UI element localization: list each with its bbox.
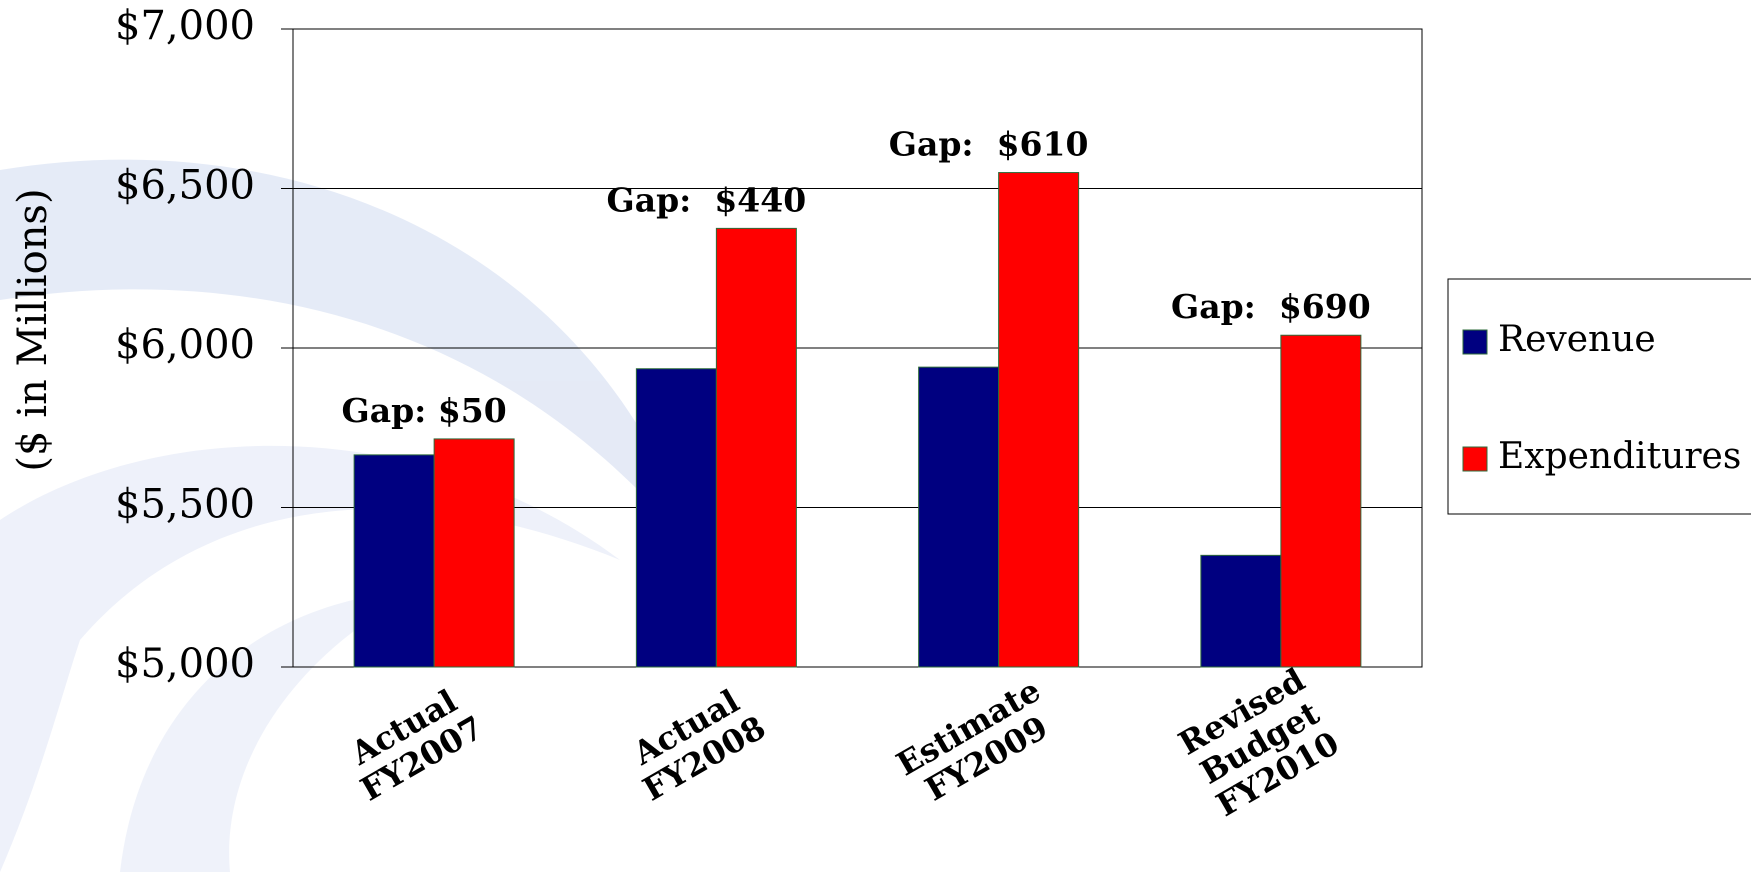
y-tick-label: $7,000	[115, 3, 255, 49]
gap-annotation: Gap: $690	[1171, 287, 1371, 326]
bar	[918, 366, 1000, 668]
y-tick-label: $5,000	[115, 641, 255, 687]
legend-box	[1447, 278, 1751, 515]
bar	[998, 172, 1080, 668]
background-swirl	[0, 159, 700, 872]
bar	[1280, 334, 1362, 668]
y-axis-label: ($ in Millions)	[10, 188, 56, 471]
bar	[635, 368, 717, 668]
bar	[353, 454, 435, 668]
y-tick-label: $6,000	[115, 322, 255, 368]
bar	[433, 438, 515, 668]
legend-label: Revenue	[1498, 319, 1656, 360]
y-tick-label: $5,500	[115, 482, 255, 528]
legend-label: Expenditures	[1498, 436, 1741, 477]
gap-annotation: Gap: $610	[889, 125, 1089, 164]
legend-swatch	[1462, 329, 1488, 355]
legend-swatch	[1462, 446, 1488, 472]
gap-annotation: Gap: $440	[607, 180, 807, 219]
bar	[715, 227, 797, 668]
gap-annotation: Gap: $50	[342, 391, 507, 430]
y-tick-label: $6,500	[115, 163, 255, 209]
bar	[1200, 554, 1282, 668]
